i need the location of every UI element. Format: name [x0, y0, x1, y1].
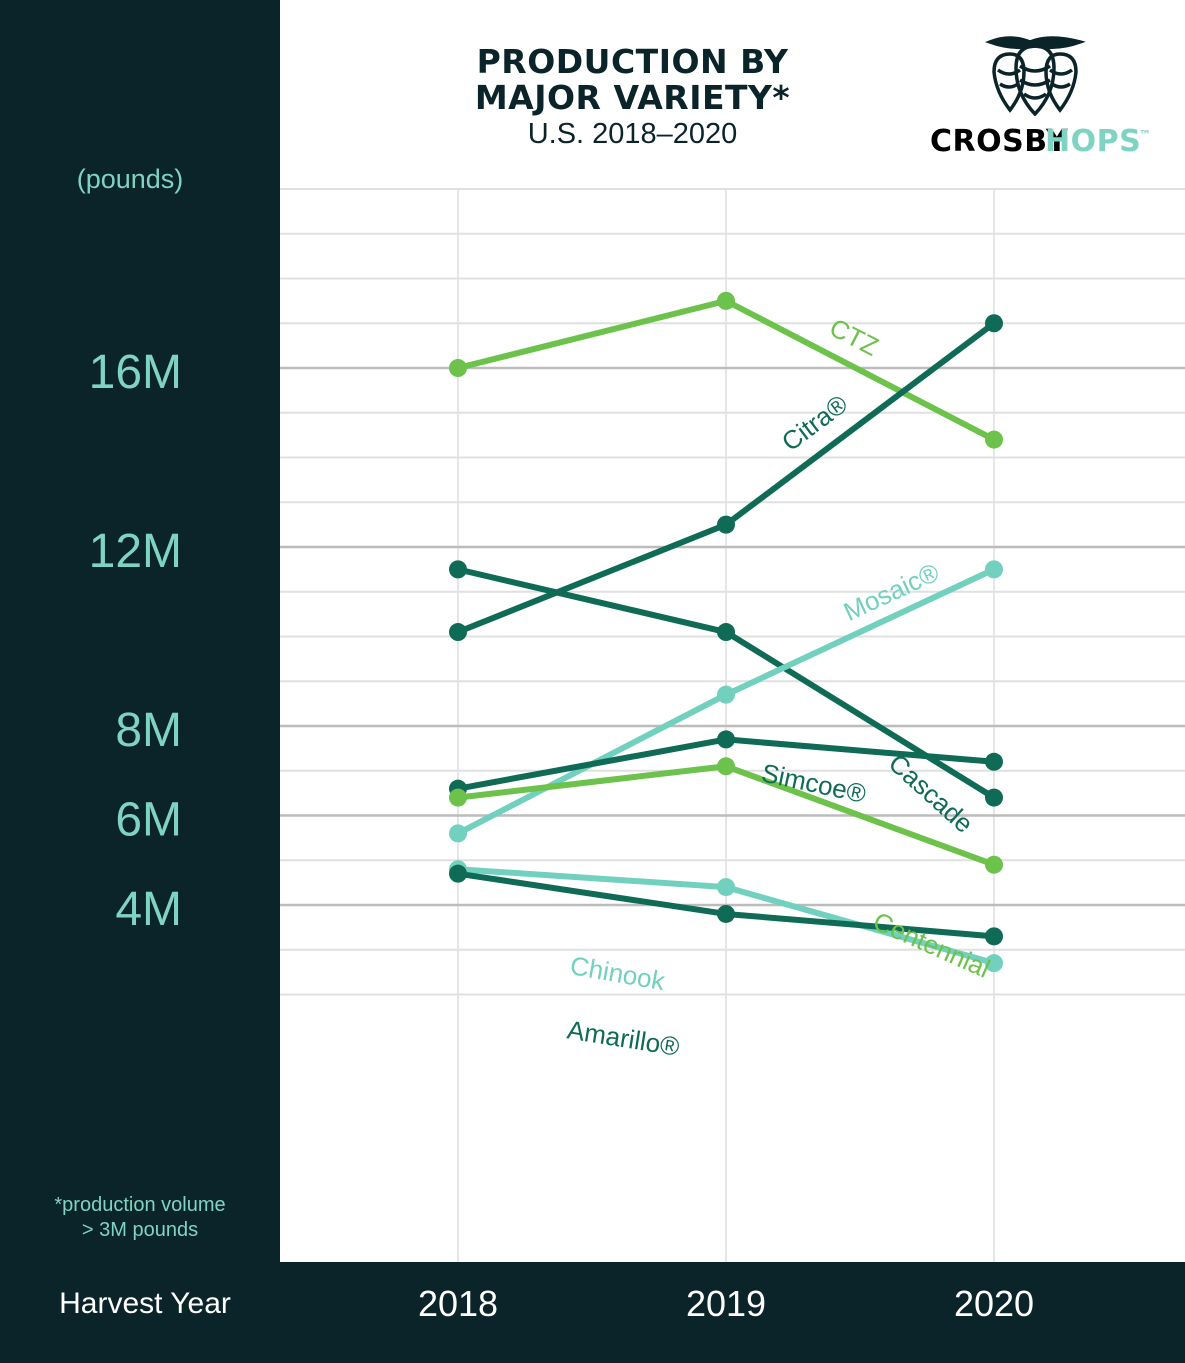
x-tick-label: 2020 [954, 1283, 1034, 1324]
y-tick-label: 16M [89, 346, 182, 399]
data-point [449, 560, 467, 579]
series-label: Citra® [776, 389, 853, 458]
data-point [449, 824, 467, 843]
brand-trademark: ™ [1139, 128, 1152, 142]
data-point [985, 927, 1003, 946]
x-axis-title: Harvest Year [59, 1287, 231, 1320]
sidebar-panel [0, 0, 280, 1262]
series-label: Amarillo® [565, 1014, 681, 1061]
data-point [985, 855, 1003, 874]
data-point [717, 291, 735, 310]
x-axis-bar [0, 1262, 1185, 1363]
data-point [985, 560, 1003, 579]
data-point [985, 314, 1003, 333]
x-axis-ticks: 2018 2019 2020 [418, 1283, 1034, 1324]
data-point [717, 685, 735, 704]
chart-grid [280, 188, 1185, 1262]
data-point [717, 904, 735, 923]
y-axis-units: (pounds) [76, 164, 184, 194]
data-point [717, 515, 735, 534]
y-axis-ticks: 4M 6M 8M 12M 16M [89, 346, 182, 936]
data-point [449, 623, 467, 642]
chart-series [449, 291, 1003, 973]
footnote-line1: *production volume [54, 1194, 226, 1216]
data-point [985, 430, 1003, 449]
data-point [449, 864, 467, 883]
chart-title-line1: PRODUCTION BY [476, 42, 789, 81]
data-point [717, 878, 735, 897]
series-label: Centennial [869, 906, 995, 984]
y-tick-label: 4M [115, 883, 182, 936]
series-label: Chinook [568, 950, 668, 996]
footnote-line2: > 3M pounds [81, 1219, 199, 1241]
data-point [985, 752, 1003, 771]
data-point [717, 757, 735, 776]
data-point [985, 788, 1003, 807]
hop-cones-icon [985, 36, 1086, 116]
data-point [449, 359, 467, 377]
data-point [449, 788, 467, 807]
brand-name-accent: HOPS [1045, 124, 1142, 159]
chart-subtitle: U.S. 2018–2020 [527, 118, 738, 150]
y-tick-label: 8M [115, 704, 182, 757]
y-tick-label: 12M [89, 525, 182, 578]
brand-name-dark: CROSBY [930, 124, 1069, 159]
data-point [717, 623, 735, 642]
x-tick-label: 2018 [418, 1283, 498, 1324]
x-tick-label: 2019 [686, 1283, 766, 1324]
chart-title-line2: MAJOR VARIETY* [474, 78, 791, 117]
data-point [985, 954, 1003, 973]
y-tick-label: 6M [115, 794, 182, 847]
data-point [717, 730, 735, 749]
